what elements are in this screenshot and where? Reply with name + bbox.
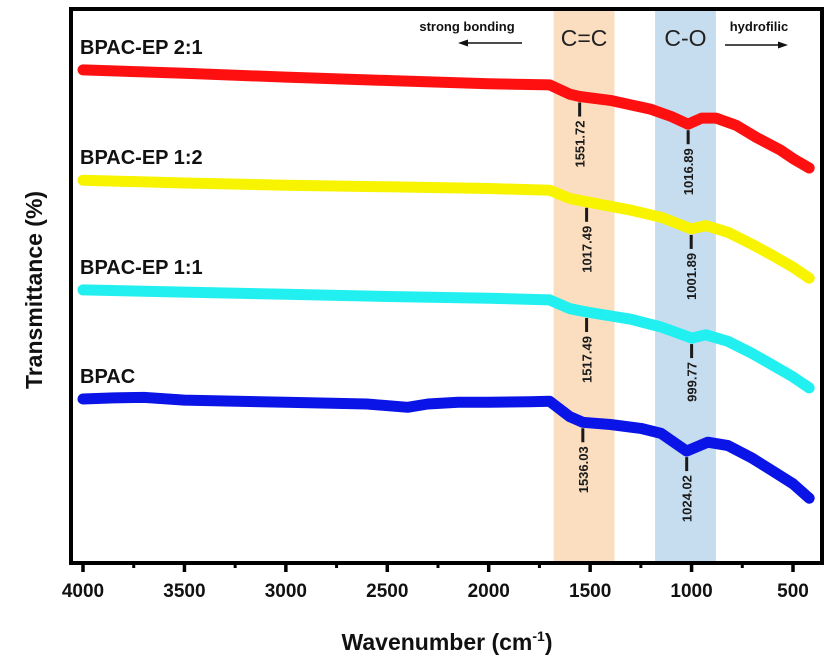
x-tick-label: 3500 bbox=[163, 581, 205, 602]
series-label: BPAC-EP 2:1 bbox=[80, 37, 203, 59]
series-line-bpac-ep-2-1 bbox=[77, 64, 815, 174]
annotation-hydrofilic: hydrofilic bbox=[730, 19, 789, 34]
series-labels: BPAC-EP 2:1 BPAC-EP 1:2 BPAC-EP 1:1 BPAC bbox=[80, 37, 203, 388]
plot-frame bbox=[69, 7, 824, 565]
peak-label: 1017.49 bbox=[580, 226, 595, 273]
annotation-strong-bonding: strong bonding bbox=[419, 19, 514, 34]
x-tick-label: 1000 bbox=[670, 581, 712, 602]
peak-label: 1551.72 bbox=[573, 121, 588, 168]
series-line-bpac bbox=[77, 391, 815, 504]
series-label: BPAC-EP 1:1 bbox=[80, 257, 203, 279]
series-line-bpac-ep-1-1 bbox=[77, 284, 815, 394]
x-tick-label: 2500 bbox=[366, 581, 408, 602]
y-axis-label: Transmittance (%) bbox=[21, 191, 47, 389]
peak-label: 999.77 bbox=[685, 362, 700, 402]
arrow-left-icon bbox=[458, 39, 522, 47]
series-label: BPAC bbox=[80, 366, 135, 388]
series-line-bpac-ep-1-2 bbox=[77, 174, 815, 284]
peak-label: 1016.89 bbox=[681, 148, 696, 195]
band-label-cc: C=C bbox=[561, 25, 608, 51]
peak-label: 1536.03 bbox=[576, 446, 591, 493]
x-tick-label: 1500 bbox=[569, 581, 611, 602]
x-axis-label-sup: -1 bbox=[532, 628, 545, 644]
x-tick-label: 2000 bbox=[468, 581, 510, 602]
peak-label: 1001.89 bbox=[684, 253, 699, 300]
peak-markers: 1551.72 1016.89 1017.49 1001.89 1517.49 999.7… bbox=[573, 102, 700, 522]
x-tick-label: 4000 bbox=[62, 581, 104, 602]
series-traces bbox=[77, 64, 815, 504]
band-label-co: C-O bbox=[664, 25, 706, 51]
x-axis-label-close: ) bbox=[545, 629, 553, 655]
x-axis-label-main: Wavenumber (cm bbox=[342, 629, 533, 655]
x-tick-label: 3000 bbox=[265, 581, 307, 602]
arrow-right-icon bbox=[725, 41, 788, 49]
peak-label: 1024.02 bbox=[680, 475, 695, 522]
x-axis-label: Wavenumber (cm-1) bbox=[342, 628, 553, 655]
series-label: BPAC-EP 1:2 bbox=[80, 147, 203, 169]
x-tick-label: 500 bbox=[777, 581, 809, 602]
x-axis-ticks: 4000 3500 3000 2500 2000 1500 1000 500 bbox=[62, 563, 809, 602]
peak-label: 1517.49 bbox=[580, 336, 595, 383]
